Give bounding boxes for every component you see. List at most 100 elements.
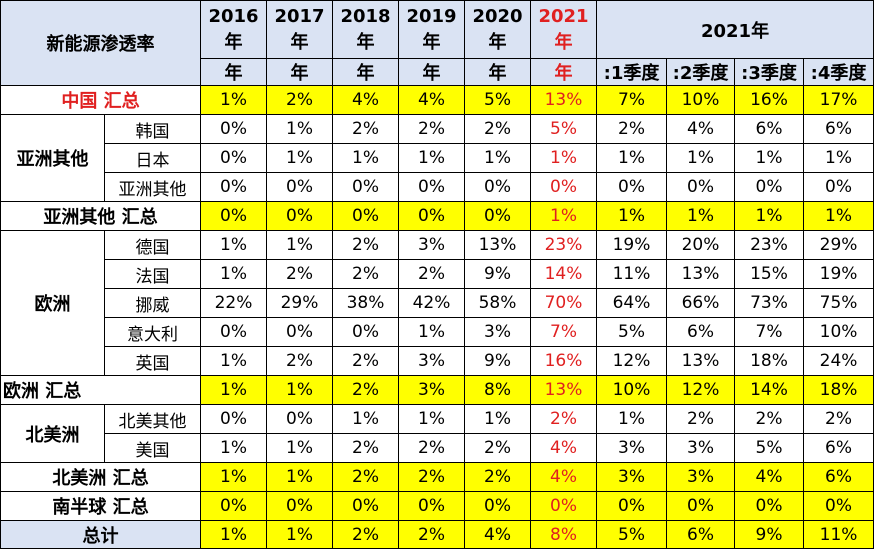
value-cell: 73% bbox=[734, 288, 804, 318]
year-unit: 年 bbox=[554, 31, 573, 53]
value-cell: 23% bbox=[530, 230, 597, 260]
value-cell: 13% bbox=[464, 230, 531, 260]
value-cell: 2% bbox=[266, 259, 333, 289]
value-cell: 4% bbox=[464, 520, 531, 549]
value-cell: 18% bbox=[734, 346, 804, 376]
value-cell: 8% bbox=[464, 375, 531, 405]
year-unit: 年 bbox=[224, 31, 243, 53]
value-cell: 0% bbox=[398, 201, 465, 231]
table-row: 法国 1% 2% 2% 2% 9% 14% 11% 13% 15% 19% bbox=[1, 259, 874, 289]
value-cell: 0% bbox=[266, 317, 333, 347]
value-cell: 0% bbox=[398, 491, 465, 521]
value-cell: 4% bbox=[530, 462, 597, 492]
value-cell: 2% bbox=[332, 462, 399, 492]
value-cell: 29% bbox=[802, 230, 874, 260]
value-cell: 4% bbox=[332, 85, 399, 115]
value-cell: 23% bbox=[734, 230, 804, 260]
country-label: 挪威 bbox=[104, 288, 201, 318]
value-cell: 0% bbox=[596, 491, 667, 521]
value-cell: 0% bbox=[200, 201, 267, 231]
value-cell: 3% bbox=[398, 375, 465, 405]
year-header: 2018 年 bbox=[332, 0, 399, 59]
value-cell: 3% bbox=[398, 230, 465, 260]
table-row: 美国 1% 1% 2% 2% 2% 4% 3% 3% 5% 6% bbox=[1, 433, 874, 463]
value-cell: 4% bbox=[398, 85, 465, 115]
table-row: 挪威 22% 29% 38% 42% 58% 70% 64% 66% 73% 75% bbox=[1, 288, 874, 318]
value-cell: 1% bbox=[596, 143, 667, 173]
value-cell: 1% bbox=[734, 201, 804, 231]
value-cell: 0% bbox=[332, 172, 399, 202]
year-label: 2017 bbox=[274, 5, 325, 27]
value-cell: 1% bbox=[200, 230, 267, 260]
value-cell: 0% bbox=[200, 491, 267, 521]
value-cell: 1% bbox=[332, 404, 399, 434]
year-label: 2018 bbox=[340, 5, 391, 27]
value-cell: 9% bbox=[464, 259, 531, 289]
year-unit-cell: 年 bbox=[200, 58, 267, 86]
value-cell: 1% bbox=[266, 375, 333, 405]
year-header: 2017 年 bbox=[266, 0, 333, 59]
value-cell: 2% bbox=[530, 404, 597, 434]
value-cell: 13% bbox=[530, 375, 597, 405]
value-cell: 15% bbox=[734, 259, 804, 289]
value-cell: 1% bbox=[802, 201, 874, 231]
table-row: 北美洲 汇总 1% 1% 2% 2% 2% 4% 3% 3% 4% 6% bbox=[0, 462, 874, 492]
value-cell: 6% bbox=[802, 462, 874, 492]
value-cell: 9% bbox=[464, 346, 531, 376]
value-cell: 14% bbox=[530, 259, 597, 289]
year-unit: 年 bbox=[290, 31, 309, 53]
value-cell: 0% bbox=[332, 317, 399, 347]
quarter-header: :4季度 bbox=[802, 58, 874, 86]
value-cell: 0% bbox=[530, 172, 597, 202]
value-cell: 0% bbox=[464, 172, 531, 202]
value-cell: 3% bbox=[596, 462, 667, 492]
value-cell: 1% bbox=[200, 462, 267, 492]
value-cell: 2% bbox=[332, 259, 399, 289]
value-cell: 1% bbox=[266, 462, 333, 492]
value-cell: 1% bbox=[332, 143, 399, 173]
value-cell: 7% bbox=[530, 317, 597, 347]
table-row: 中国 汇总 1% 2% 4% 4% 5% 13% 7% 10% 16% 17% bbox=[0, 85, 874, 115]
value-cell: 0% bbox=[200, 404, 267, 434]
year-header: 2019 年 bbox=[398, 0, 465, 59]
value-cell: 22% bbox=[200, 288, 267, 318]
value-cell: 10% bbox=[666, 85, 735, 115]
value-cell: 1% bbox=[734, 143, 804, 173]
country-label: 日本 bbox=[104, 143, 201, 173]
table-row: 日本 0% 1% 1% 1% 1% 1% 1% 1% 1% 1% bbox=[1, 143, 874, 173]
table-row: 英国 1% 2% 2% 3% 9% 16% 12% 13% 18% 24% bbox=[1, 346, 874, 376]
asia-total-label: 亚洲其他 汇总 bbox=[0, 201, 201, 231]
value-cell: 6% bbox=[734, 114, 804, 144]
value-cell: 66% bbox=[666, 288, 735, 318]
value-cell: 1% bbox=[200, 375, 267, 405]
year-unit: 年 bbox=[356, 31, 375, 53]
value-cell: 1% bbox=[200, 259, 267, 289]
table-row: 亚洲其他 汇总 0% 0% 0% 0% 0% 1% 1% 1% 1% 1% bbox=[0, 201, 874, 231]
value-cell: 5% bbox=[530, 114, 597, 144]
country-label: 英国 bbox=[104, 346, 201, 376]
year-unit-cell: 年 bbox=[266, 58, 333, 86]
value-cell: 2% bbox=[266, 346, 333, 376]
value-cell: 11% bbox=[802, 520, 874, 549]
value-cell: 1% bbox=[666, 201, 735, 231]
value-cell: 9% bbox=[734, 520, 804, 549]
value-cell: 2% bbox=[464, 433, 531, 463]
table-row: 南半球 汇总 0% 0% 0% 0% 0% 0% 0% 0% 0% 0% bbox=[0, 491, 874, 521]
value-cell: 0% bbox=[530, 491, 597, 521]
north-america-total-label: 北美洲 汇总 bbox=[0, 462, 201, 492]
grand-total-label: 总计 bbox=[0, 520, 201, 549]
value-cell: 3% bbox=[464, 317, 531, 347]
value-cell: 6% bbox=[802, 433, 874, 463]
year-header: 2021 年 bbox=[530, 0, 597, 59]
quarter-header: :1季度 bbox=[596, 58, 667, 86]
year-header: 2016 年 bbox=[200, 0, 267, 59]
table-corner-title: 新能源渗透率 bbox=[0, 0, 201, 86]
value-cell: 29% bbox=[266, 288, 333, 318]
country-label: 北美其他 bbox=[104, 404, 201, 434]
europe-total-label: 欧洲 汇总 bbox=[0, 375, 105, 405]
value-cell: 10% bbox=[596, 375, 667, 405]
value-cell: 42% bbox=[398, 288, 465, 318]
value-cell: 0% bbox=[398, 172, 465, 202]
value-cell: 4% bbox=[734, 462, 804, 492]
value-cell: 5% bbox=[596, 520, 667, 549]
